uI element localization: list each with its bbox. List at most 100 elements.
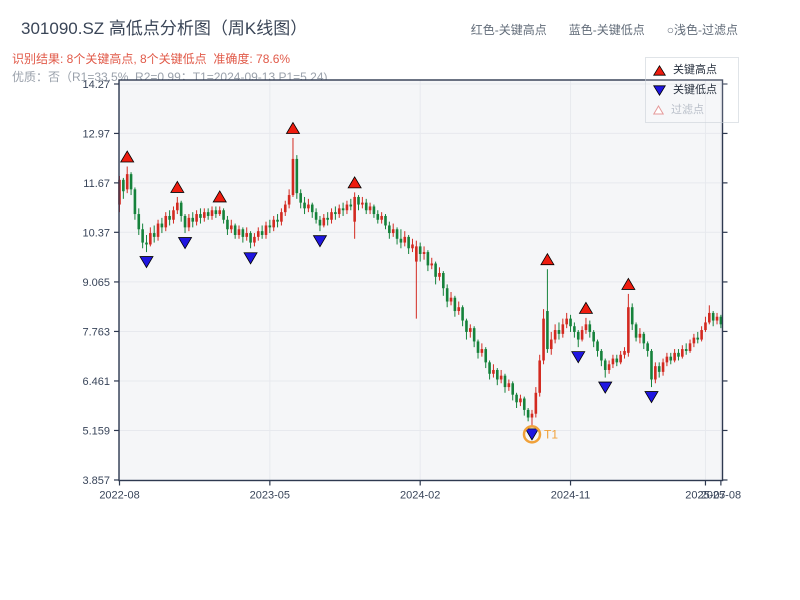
svg-text:9.065: 9.065 (82, 277, 110, 289)
candle (137, 208, 141, 235)
candle (684, 343, 688, 355)
key-high-triangle-icon (653, 64, 666, 76)
svg-text:2024-11: 2024-11 (551, 490, 591, 502)
candle (372, 204, 376, 218)
candle (276, 214, 279, 228)
candle (391, 223, 395, 237)
candle (422, 246, 426, 260)
svg-text:5.159: 5.159 (82, 425, 110, 437)
candle (245, 227, 249, 241)
candle (515, 392, 518, 408)
candle (403, 231, 407, 247)
candle (415, 240, 418, 319)
key-high-marker (621, 277, 636, 290)
candle (191, 212, 195, 228)
key-high-marker (540, 252, 555, 266)
candle (580, 326, 584, 342)
key-high-marker (578, 301, 594, 314)
candle (345, 200, 349, 215)
key-high-markers (120, 121, 636, 314)
candle (256, 227, 260, 241)
candle (183, 214, 187, 234)
candle (507, 379, 511, 391)
key-low-marker (524, 428, 540, 441)
svg-text:2025-07: 2025-07 (685, 490, 725, 502)
candle (700, 326, 703, 342)
candle (341, 202, 345, 216)
candle (172, 206, 175, 224)
candle (226, 215, 229, 235)
candle (442, 271, 445, 296)
candle (179, 200, 183, 222)
candle (334, 206, 337, 220)
x-axis: 2022-08 2023-05 2024-02 2024-11 2025-072025-… (99, 480, 741, 502)
chart-legend-row-key-low: 关键低点 (653, 84, 738, 96)
key-low-marker (243, 252, 258, 265)
key-low-marker (177, 237, 193, 250)
candle (129, 172, 133, 196)
candle (465, 318, 468, 340)
candle (187, 214, 191, 232)
candle (206, 208, 210, 220)
key-low-marker (598, 381, 613, 394)
candle (122, 177, 125, 199)
candle (484, 347, 488, 369)
candle (476, 339, 480, 359)
candle (156, 219, 160, 241)
candle (330, 208, 333, 224)
candle (530, 409, 534, 428)
candle (499, 369, 503, 384)
color-legend-key-high: 红色-关键高点 (470, 23, 547, 37)
candle (546, 269, 549, 353)
candle (141, 223, 144, 249)
candle (573, 322, 576, 338)
candle (210, 206, 214, 220)
candle (642, 331, 646, 350)
candle (430, 257, 434, 270)
candle (688, 339, 692, 353)
candle (650, 349, 653, 388)
candle (615, 354, 619, 367)
key-low-marker (571, 351, 586, 364)
candle (711, 311, 715, 327)
color-legend-key-low: 蓝色-关键低点 (568, 23, 645, 37)
candle (661, 358, 665, 376)
key-high-marker (347, 176, 362, 189)
candle (503, 373, 507, 393)
candle (673, 349, 676, 363)
candle (553, 324, 557, 344)
candle (152, 225, 156, 243)
candle (264, 221, 268, 239)
candle (230, 219, 233, 234)
candle (669, 352, 673, 365)
page-title: 301090.SZ 高低点分析图（周K线图） (21, 19, 308, 38)
svg-text:12.97: 12.97 (82, 128, 110, 140)
t1-label: T1 (544, 427, 558, 441)
candle (260, 225, 264, 239)
candle (272, 215, 275, 232)
candle (388, 221, 391, 239)
candle (708, 305, 711, 325)
color-legend-filtered: ○浅色-过滤点 (666, 23, 738, 37)
candle (241, 227, 245, 243)
candle (457, 301, 461, 315)
candle (318, 215, 322, 232)
candle (287, 189, 291, 209)
candle (125, 166, 129, 194)
candle (299, 189, 302, 209)
candle (623, 347, 626, 359)
candle (295, 155, 299, 199)
candle (492, 364, 495, 378)
candle (488, 360, 491, 380)
candle (133, 187, 137, 220)
candle (149, 227, 152, 247)
candle (445, 284, 449, 308)
candle (538, 354, 541, 397)
candle (145, 234, 148, 253)
candle (638, 328, 642, 344)
candle (495, 368, 499, 386)
candle (565, 312, 568, 329)
candle (619, 350, 622, 365)
candle (268, 219, 272, 234)
